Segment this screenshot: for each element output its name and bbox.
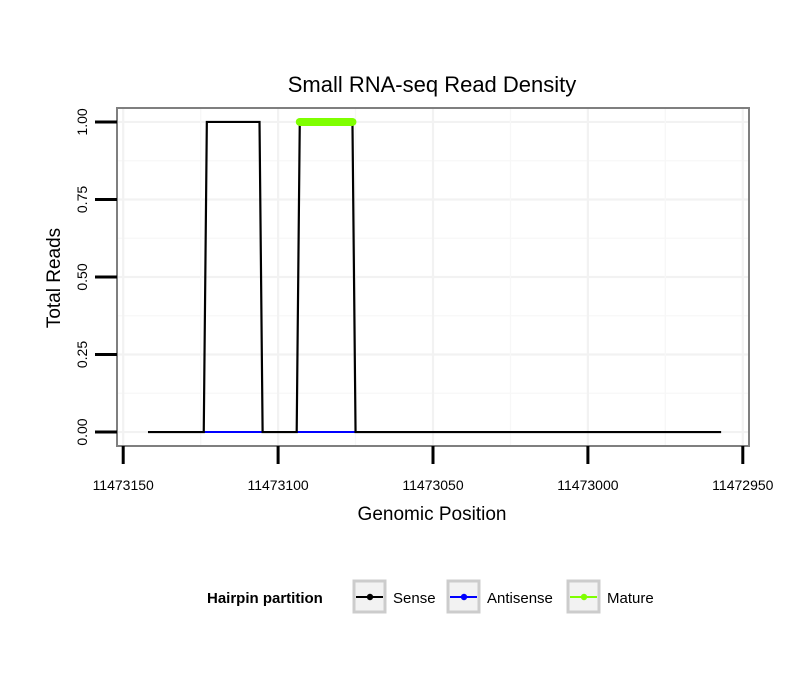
grid-lines — [117, 108, 749, 446]
legend: Hairpin partition Sense Antisense Mature — [207, 579, 654, 614]
x-tick-label: 11473050 — [402, 477, 463, 493]
legend-item-sense: Sense — [352, 579, 436, 614]
series-layer — [147, 117, 722, 434]
x-tick-label: 11472950 — [712, 477, 773, 493]
x-axis-label: Genomic Position — [358, 504, 507, 525]
y-tick-label: 0.75 — [74, 186, 90, 213]
legend-point-sense — [366, 593, 374, 601]
legend-item-mature: Mature — [566, 579, 654, 614]
legend-label-mature: Mature — [607, 590, 654, 607]
legend-point-antisense — [460, 593, 468, 601]
x-tick-label: 11473150 — [93, 477, 154, 493]
y-tick-label: 0.50 — [74, 263, 90, 290]
legend-label-sense: Sense — [393, 590, 436, 607]
x-tick-label: 11473100 — [247, 477, 308, 493]
axes: 0.00 0.25 0.50 0.75 1.00 11473150 11473100 1147… — [74, 108, 774, 493]
x-tick-label: 11473000 — [557, 477, 618, 493]
legend-title: Hairpin partition — [207, 590, 323, 607]
sense-series-line — [147, 120, 722, 434]
y-tick-label: 0.25 — [74, 341, 90, 368]
y-tick-label: 0.00 — [74, 418, 90, 445]
legend-label-antisense: Antisense — [487, 590, 553, 607]
y-tick-label: 1.00 — [74, 108, 90, 135]
y-axis-label: Total Reads — [44, 228, 65, 328]
legend-point-mature — [580, 593, 588, 601]
legend-item-antisense: Antisense — [446, 579, 553, 614]
chart-title: Small RNA-seq Read Density — [288, 72, 577, 97]
